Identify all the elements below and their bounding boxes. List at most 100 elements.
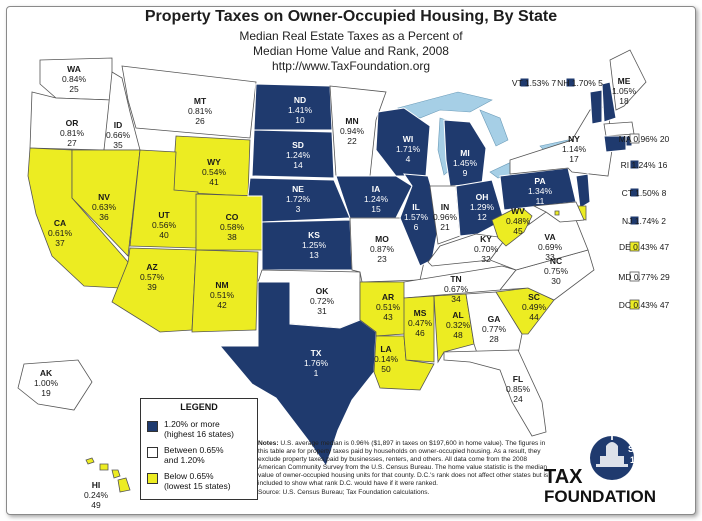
state-nj [575,173,591,209]
logo-tax: TAX [544,466,583,488]
label-wy: WY 0.54% 41 [202,157,227,187]
map-title: Property Taxes on Owner-Occupied Housing… [144,8,558,25]
label-mt-abbr: MT [194,96,207,106]
label-nc-rank: 30 [551,276,561,286]
marker-nj [629,215,640,226]
logo-since: Since [628,444,652,454]
label-il: IL 1.57% 6 [404,202,429,232]
label-va-pct: 0.69% [538,242,563,252]
label-me-rank: 18 [619,96,629,106]
label-ny: NY 1.14% 17 [562,134,587,164]
label-ks-rank: 13 [309,250,319,260]
label-pa-rank: 11 [536,196,545,206]
label-fl: FL 0.85% 24 [506,374,531,404]
label-ri: RI 1.24% 16 [621,160,668,170]
label-wi-abbr: WI [403,134,413,144]
label-ak-abbr: AK [40,368,53,378]
notes-label: Notes: [258,440,279,447]
label-ia: IA 1.24% 15 [364,184,389,214]
state-hi [85,457,131,493]
label-mn-rank: 22 [347,136,357,146]
label-ne: NE 1.72% 3 [286,184,311,214]
state-nd [253,83,333,131]
label-ut-pct: 0.56% [152,220,177,230]
label-ma: MA 0.96% 20 [619,134,670,144]
label-oh-pct: 1.29% [470,202,495,212]
label-nc-pct: 0.75% [544,266,569,276]
label-id-rank: 35 [113,140,123,150]
label-la-pct: 0.14% [374,354,399,364]
label-ms-pct: 0.47% [408,318,433,328]
label-wv: WV 0.48% 45 [506,206,531,236]
legend-high-line1: 1.20% or more [164,419,220,429]
label-va-abbr: VA [544,232,555,242]
legend-item-low: Below 0.65% (lowest 15 states) [147,471,231,491]
label-ar-pct: 0.51% [376,302,401,312]
label-nm-rank: 42 [217,300,227,310]
label-nv-pct: 0.63% [92,202,117,212]
source-url: http://www.TaxFoundation.org [271,59,431,73]
label-wv-abbr: WV [511,206,525,216]
label-mi: MI 1.45% 9 [453,148,478,178]
logo-foundation: FOUNDATION [544,487,656,506]
legend-box: LEGEND 1.20% or more (highest 16 states) … [140,398,258,500]
marker-md [629,271,640,282]
label-oh-rank: 12 [477,212,487,222]
label-sc: SC 0.49% 44 [522,292,547,322]
label-in: IN 0.96% 21 [433,202,458,232]
marker-ri [629,159,640,170]
label-hi-pct: 0.24% [84,490,109,500]
label-tn-abbr: TN [450,274,461,284]
label-nm-abbr: NM [215,280,228,290]
label-me: ME 1.05% 18 [612,76,637,106]
label-la: LA 0.14% 50 [374,344,399,374]
label-mt-rank: 26 [195,116,205,126]
state-fl [443,349,547,437]
label-ak-rank: 19 [41,388,51,398]
label-tn-pct: 0.67% [444,284,469,294]
state-ct [603,135,627,153]
label-me-pct: 1.05% [612,86,637,96]
label-wy-pct: 0.54% [202,167,227,177]
label-sc-abbr: SC [528,292,540,302]
label-tx-pct: 1.76% [304,358,329,368]
label-wv-pct: 0.48% [506,216,531,226]
label-id: ID 0.66% 35 [106,120,131,150]
label-mo-rank: 23 [377,254,387,264]
label-ia-pct: 1.24% [364,194,389,204]
label-az-rank: 39 [147,282,157,292]
state-al [433,293,475,364]
state-sd [251,129,335,179]
state-ak [17,359,93,411]
legend-middle-line1: Between 0.65% [164,445,224,455]
label-il-abbr: IL [412,202,420,212]
label-va: VA 0.69% 33 [538,232,563,262]
label-sd: SD 1.24% 14 [286,140,311,170]
state-nv [71,149,141,257]
legend-swatch-low [147,473,158,484]
label-mo-pct: 0.87% [370,244,395,254]
label-mn: MN 0.94% 22 [340,116,365,146]
state-ia [335,175,413,219]
label-ca-rank: 37 [55,238,65,248]
label-sc-rank: 44 [529,312,539,322]
legend-middle-line2: and 1.20% [164,455,205,465]
label-nd-rank: 10 [295,115,305,125]
label-fl-rank: 24 [513,394,523,404]
label-or-rank: 27 [67,138,77,148]
label-ar-abbr: AR [382,292,394,302]
label-al-abbr: AL [452,310,463,320]
label-ia-abbr: IA [372,184,381,194]
label-ks-pct: 1.25% [302,240,327,250]
legend-swatch-middle [147,447,158,458]
label-id-pct: 0.66% [106,130,131,140]
state-il [399,173,441,267]
state-me [609,49,647,111]
marker-de [629,241,640,252]
notes-source: Source: U.S. Census Bureau; Tax Foundati… [258,488,430,496]
label-sc-pct: 0.49% [522,302,547,312]
label-mo-abbr: MO [375,234,389,244]
label-ok-abbr: OK [316,286,330,296]
state-ny [509,105,613,177]
label-ut-rank: 40 [159,230,169,240]
